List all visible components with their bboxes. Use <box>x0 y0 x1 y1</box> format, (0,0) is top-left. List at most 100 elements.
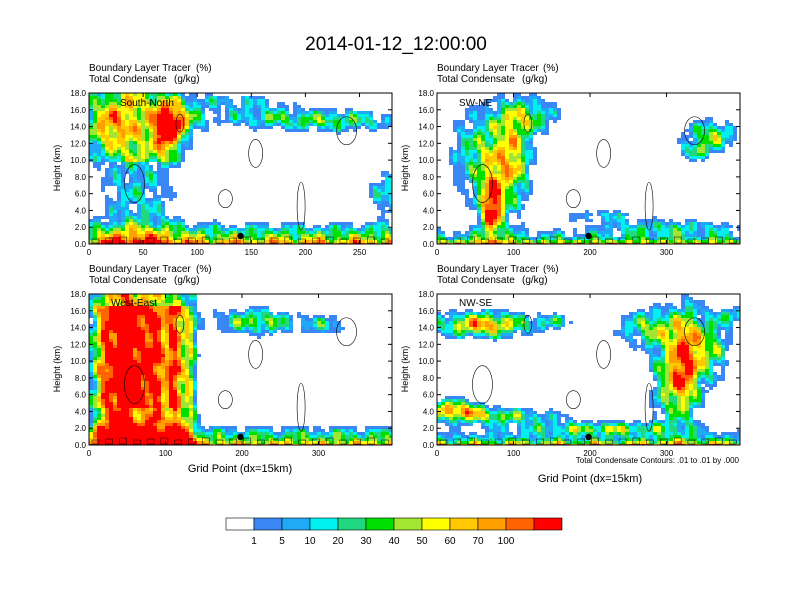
tracer-cell <box>177 297 181 300</box>
panel-var1-units: (%) <box>196 63 212 74</box>
tracer-cell <box>521 240 525 243</box>
tracer-cell <box>105 237 109 240</box>
tracer-cell <box>601 222 605 225</box>
tracer-cell <box>717 228 721 231</box>
tracer-cell <box>225 330 229 333</box>
tracer-cell <box>517 186 521 189</box>
tracer-cell <box>129 321 133 324</box>
tracer-cell <box>545 132 549 135</box>
tracer-cell <box>101 402 105 405</box>
tracer-cell <box>117 399 121 402</box>
tracer-cell <box>125 192 129 195</box>
tracer-cell <box>141 234 145 237</box>
tracer-cell <box>645 234 649 237</box>
tracer-cell <box>161 195 165 198</box>
tracer-cell <box>121 309 125 312</box>
tracer-cell <box>117 306 121 309</box>
tracer-cell <box>385 237 389 240</box>
tracer-cell <box>125 393 129 396</box>
tracer-cell <box>133 108 137 111</box>
tracer-cell <box>121 378 125 381</box>
tracer-cell <box>109 387 113 390</box>
tracer-cell <box>525 144 529 147</box>
tracer-cell <box>169 114 173 117</box>
tracer-cell <box>157 177 161 180</box>
tracer-cell <box>169 222 173 225</box>
tracer-cell <box>461 147 465 150</box>
tracer-cell <box>89 423 93 426</box>
tracer-cell <box>193 318 197 321</box>
tracer-cell <box>269 324 273 327</box>
tracer-cell <box>725 132 729 135</box>
tracer-cell <box>137 417 141 420</box>
tracer-cell <box>325 234 329 237</box>
tracer-cell <box>149 312 153 315</box>
tracer-cell <box>169 96 173 99</box>
tracer-cell <box>189 240 193 243</box>
tracer-cell <box>713 141 717 144</box>
tracer-cell <box>309 321 313 324</box>
tracer-cell <box>181 387 185 390</box>
tracer-cell <box>729 126 733 129</box>
tracer-cell <box>501 129 505 132</box>
tracer-cell <box>113 108 117 111</box>
tracer-cell <box>329 126 333 129</box>
tracer-cell <box>609 228 613 231</box>
tracer-cell <box>281 111 285 114</box>
tracer-cell <box>245 99 249 102</box>
tracer-cell <box>373 183 377 186</box>
panel-var1-units: (%) <box>543 63 559 74</box>
tracer-cell <box>229 318 233 321</box>
tracer-cell <box>161 225 165 228</box>
tracer-cell <box>117 180 121 183</box>
tracer-cell <box>301 240 305 243</box>
tracer-cell <box>121 402 125 405</box>
tracer-cell <box>149 357 153 360</box>
tracer-cell <box>269 312 273 315</box>
tracer-cell <box>361 117 365 120</box>
tracer-cell <box>257 123 261 126</box>
tracer-cell <box>177 318 181 321</box>
tracer-cell <box>137 126 141 129</box>
tracer-cell <box>513 186 517 189</box>
tracer-cell <box>469 177 473 180</box>
tracer-cell <box>501 147 505 150</box>
tracer-cell <box>93 162 97 165</box>
tracer-cell <box>701 129 705 132</box>
tracer-cell <box>245 123 249 126</box>
tracer-cell <box>145 420 149 423</box>
tracer-cell <box>89 381 93 384</box>
tracer-cell <box>725 135 729 138</box>
tracer-cell <box>245 108 249 111</box>
tracer-cell <box>93 306 97 309</box>
tracer-cell <box>105 354 109 357</box>
tracer-cell <box>173 96 177 99</box>
tracer-cell <box>485 144 489 147</box>
tracer-cell <box>157 237 161 240</box>
tracer-cell <box>157 219 161 222</box>
tracer-cell <box>133 135 137 138</box>
tracer-cell <box>137 333 141 336</box>
tracer-cell <box>613 210 617 213</box>
tracer-cell <box>113 153 117 156</box>
tracer-cell <box>113 306 117 309</box>
tracer-cell <box>317 123 321 126</box>
tracer-cell <box>125 327 129 330</box>
tracer-cell <box>177 150 181 153</box>
tracer-cell <box>505 219 509 222</box>
tracer-cell <box>161 423 165 426</box>
tracer-cell <box>541 129 545 132</box>
tracer-cell <box>533 108 537 111</box>
tracer-cell <box>105 324 109 327</box>
tracer-cell <box>389 123 392 126</box>
tracer-cell <box>125 153 129 156</box>
tracer-cell <box>173 120 177 123</box>
tracer-cell <box>105 228 109 231</box>
tracer-cell <box>105 207 109 210</box>
tracer-cell <box>201 129 205 132</box>
tracer-cell <box>193 117 197 120</box>
tracer-cell <box>109 228 113 231</box>
tracer-cell <box>137 135 141 138</box>
tracer-cell <box>193 390 197 393</box>
tracer-cell <box>541 123 545 126</box>
